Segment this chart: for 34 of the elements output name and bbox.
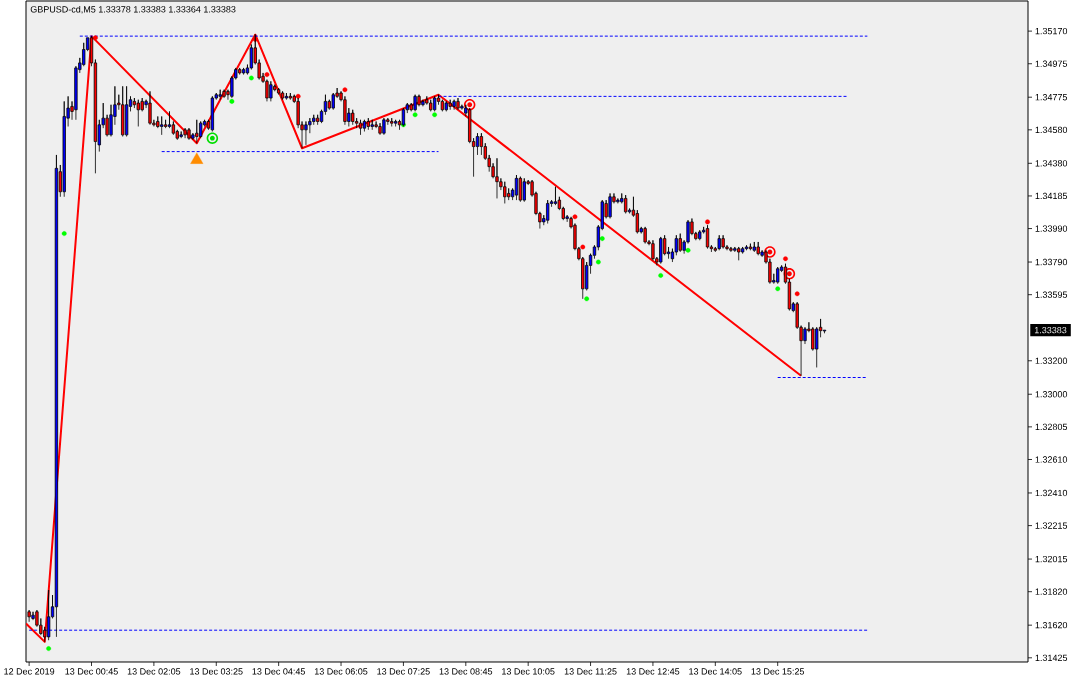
x-tick-label: 13 Dec 14:05 (689, 668, 742, 675)
x-tick-label: 13 Dec 10:05 (502, 668, 555, 675)
x-tick-label: 12 Dec 2019 (4, 668, 55, 675)
x-tick-label: 13 Dec 03:25 (190, 668, 243, 675)
x-tick-label: 13 Dec 12:45 (626, 668, 680, 675)
x-tick-label: 13 Dec 07:25 (377, 668, 430, 675)
y-tick-label: 1.35170 (1035, 27, 1068, 35)
y-tick-label: 1.31425 (1035, 654, 1068, 661)
x-tick-label: 13 Dec 15:25 (751, 668, 805, 675)
x-tick-label: 13 Dec 04:45 (252, 668, 306, 675)
x-tick-label: 13 Dec 06:05 (314, 668, 368, 675)
y-tick-label: 1.32805 (1035, 423, 1068, 431)
y-tick-label: 1.34380 (1035, 160, 1068, 167)
y-tick-label: 1.34185 (1035, 192, 1068, 200)
annotation: 1.33383 (1034, 326, 1067, 334)
y-tick-label: 1.31820 (1035, 588, 1068, 595)
chart-title: GBPUSD-cd,M5 1.33378 1.33383 1.33364 1.33383 (30, 5, 236, 14)
x-tick-label: 13 Dec 08:45 (439, 668, 493, 675)
y-tick-label: 1.31620 (1035, 621, 1068, 629)
x-tick-label: 13 Dec 11:25 (564, 668, 617, 675)
y-tick-label: 1.33790 (1035, 258, 1068, 266)
x-tick-label: 13 Dec 00:45 (65, 668, 118, 675)
y-tick-label: 1.32015 (1035, 555, 1068, 563)
y-tick-label: 1.34775 (1035, 94, 1068, 101)
y-tick-label: 1.32410 (1035, 489, 1068, 497)
y-tick-label: 1.32215 (1035, 522, 1068, 529)
y-tick-label: 1.32610 (1035, 456, 1068, 463)
y-tick-label: 1.33000 (1035, 391, 1068, 398)
x-tick-label: 13 Dec 02:05 (127, 668, 181, 675)
y-tick-label: 1.34580 (1035, 126, 1068, 134)
y-tick-label: 1.33200 (1035, 357, 1068, 364)
y-tick-label: 1.33990 (1035, 225, 1068, 232)
y-tick-label: 1.34975 (1035, 60, 1068, 67)
y-tick-label: 1.33595 (1035, 291, 1068, 298)
